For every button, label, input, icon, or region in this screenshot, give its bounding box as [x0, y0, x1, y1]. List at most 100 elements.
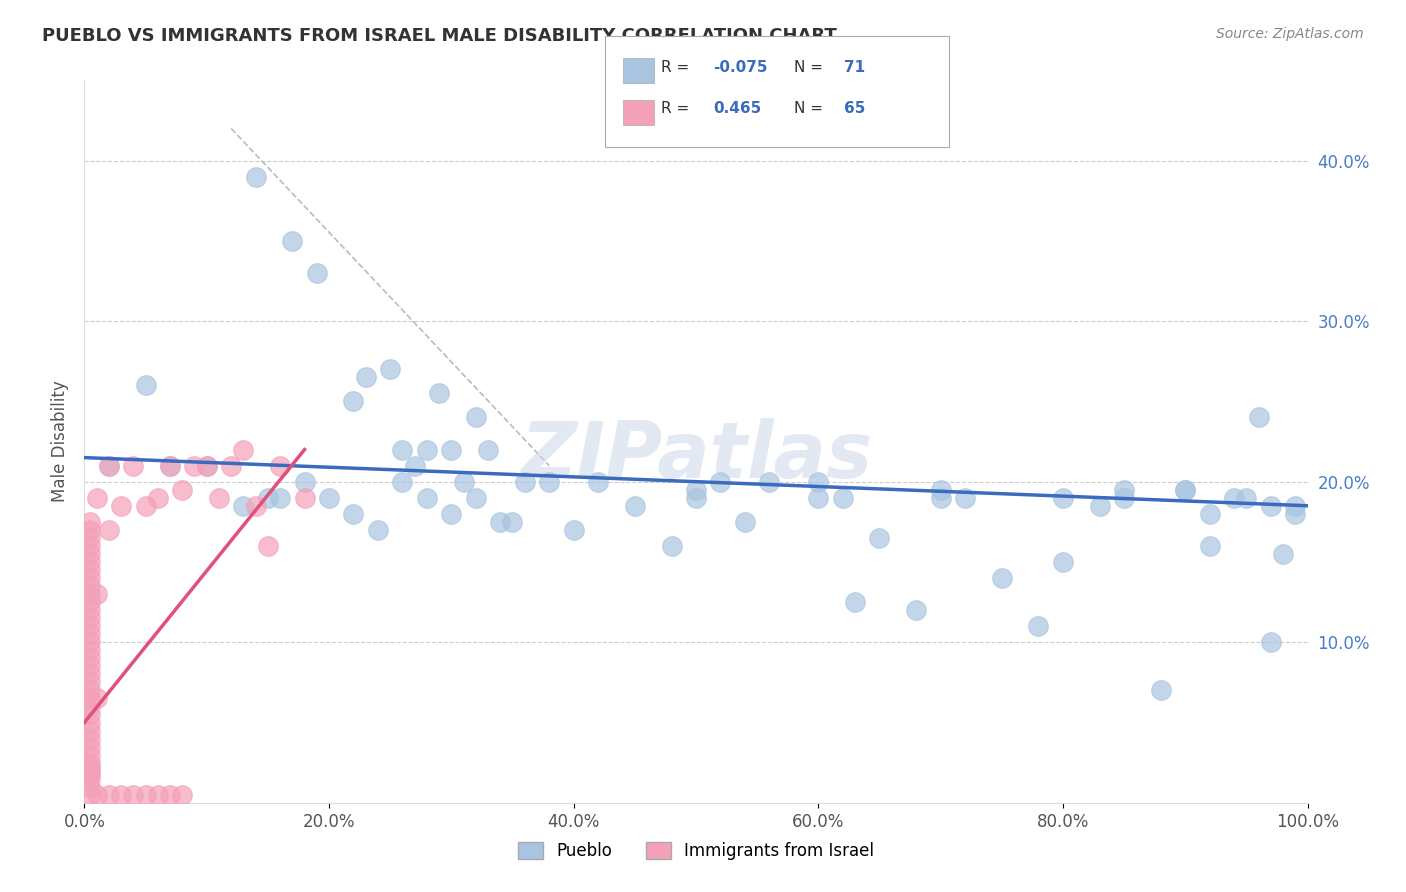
Point	[1052, 555, 1074, 569]
Point	[1236, 491, 1258, 505]
Point	[135, 788, 157, 802]
Point	[79, 587, 101, 601]
Point	[318, 491, 340, 505]
Point	[79, 760, 101, 774]
Point	[79, 643, 101, 657]
Point	[79, 683, 101, 698]
Point	[464, 491, 486, 505]
Point	[1247, 410, 1270, 425]
Point	[79, 667, 101, 681]
Point	[79, 691, 101, 706]
Point	[416, 442, 439, 457]
Point	[79, 772, 101, 786]
Point	[122, 458, 145, 473]
Point	[1114, 491, 1136, 505]
Point	[354, 370, 377, 384]
Point	[404, 458, 426, 473]
Point	[1198, 539, 1220, 553]
Point	[281, 234, 304, 248]
Point	[380, 362, 402, 376]
Point	[1150, 683, 1173, 698]
Point	[269, 491, 291, 505]
Point	[79, 764, 101, 778]
Point	[79, 707, 101, 722]
Point	[79, 723, 101, 738]
Point	[79, 699, 101, 714]
Point	[294, 491, 316, 505]
Point	[79, 619, 101, 633]
Point	[245, 499, 267, 513]
Text: 0.465: 0.465	[713, 101, 761, 116]
Point	[416, 491, 439, 505]
Text: 71: 71	[844, 60, 865, 75]
Point	[97, 458, 120, 473]
Legend: Pueblo, Immigrants from Israel: Pueblo, Immigrants from Israel	[512, 835, 880, 867]
Point	[427, 386, 450, 401]
Text: R =: R =	[661, 101, 695, 116]
Point	[513, 475, 536, 489]
Point	[79, 715, 101, 730]
Point	[758, 475, 780, 489]
Point	[440, 507, 463, 521]
Point	[245, 169, 267, 184]
Point	[110, 499, 132, 513]
Point	[1198, 507, 1220, 521]
Point	[79, 611, 101, 625]
Point	[391, 475, 413, 489]
Text: ZIPatlas: ZIPatlas	[520, 418, 872, 494]
Text: R =: R =	[661, 60, 695, 75]
Point	[135, 499, 157, 513]
Point	[844, 595, 866, 609]
Point	[97, 523, 120, 537]
Point	[624, 499, 647, 513]
Point	[869, 531, 891, 545]
Point	[1028, 619, 1050, 633]
Point	[1088, 499, 1111, 513]
Point	[79, 635, 101, 649]
Point	[1223, 491, 1246, 505]
Point	[562, 523, 585, 537]
Point	[1174, 483, 1197, 497]
Point	[685, 483, 707, 497]
Point	[79, 780, 101, 794]
Point	[146, 788, 169, 802]
Point	[305, 266, 328, 280]
Point	[257, 539, 280, 553]
Point	[79, 675, 101, 690]
Point	[709, 475, 731, 489]
Point	[195, 458, 218, 473]
Point	[538, 475, 561, 489]
Point	[929, 483, 952, 497]
Point	[464, 410, 486, 425]
Point	[79, 579, 101, 593]
Point	[86, 691, 108, 706]
Point	[159, 458, 181, 473]
Point	[159, 458, 181, 473]
Point	[1260, 499, 1282, 513]
Text: PUEBLO VS IMMIGRANTS FROM ISRAEL MALE DISABILITY CORRELATION CHART: PUEBLO VS IMMIGRANTS FROM ISRAEL MALE DI…	[42, 27, 837, 45]
Point	[905, 603, 928, 617]
Point	[79, 659, 101, 673]
Point	[294, 475, 316, 489]
Point	[79, 627, 101, 641]
Point	[1272, 547, 1295, 561]
Point	[453, 475, 475, 489]
Point	[79, 547, 101, 561]
Point	[195, 458, 218, 473]
Text: -0.075: -0.075	[713, 60, 768, 75]
Point	[172, 483, 194, 497]
Point	[367, 523, 389, 537]
Point	[208, 491, 231, 505]
Point	[79, 539, 101, 553]
Point	[122, 788, 145, 802]
Point	[79, 555, 101, 569]
Point	[135, 378, 157, 392]
Point	[159, 788, 181, 802]
Point	[586, 475, 609, 489]
Point	[86, 788, 108, 802]
Point	[991, 571, 1014, 585]
Point	[79, 739, 101, 754]
Point	[79, 767, 101, 781]
Text: 65: 65	[844, 101, 865, 116]
Point	[807, 475, 830, 489]
